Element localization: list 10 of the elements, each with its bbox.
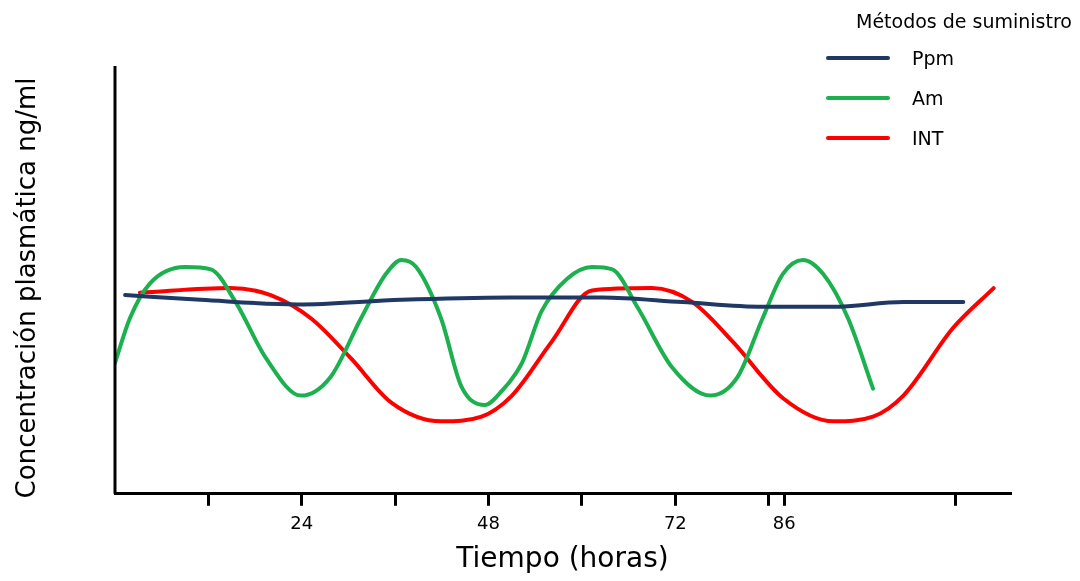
x-tick-label: 72 [663, 512, 687, 534]
legend-label: INT [912, 127, 944, 149]
x-tick-label: 86 [772, 512, 796, 534]
x-axis-title: Tiempo (horas) [455, 541, 669, 575]
x-tick-label: 24 [290, 512, 314, 534]
x-tick-label: 48 [477, 512, 501, 534]
legend-title: Métodos de suministro [856, 10, 1072, 32]
legend-label: Am [912, 87, 944, 109]
y-axis-title: Concentración plasmática ng/ml [10, 77, 41, 499]
legend-label: Ppm [912, 47, 955, 69]
